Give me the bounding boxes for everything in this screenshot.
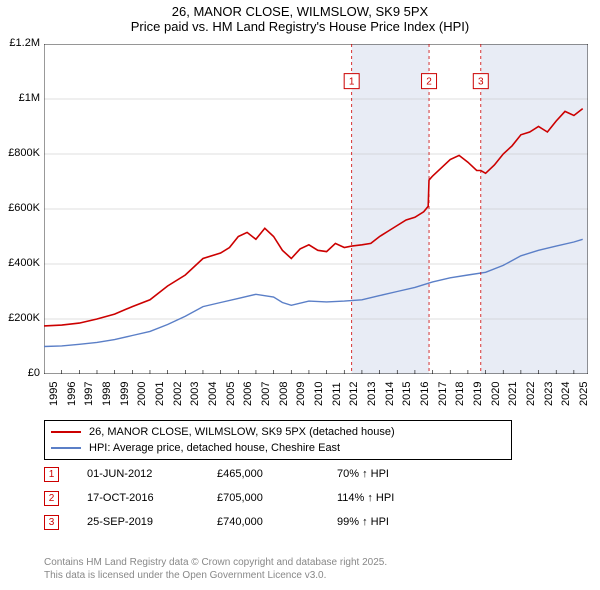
sale-marker-icon: 3 [44,515,59,530]
y-tick-label: £800K [0,147,40,159]
x-tick-label: 2025 [578,382,590,406]
sale-price: £740,000 [217,516,337,528]
x-tick-label: 2022 [525,382,537,406]
sale-price: £705,000 [217,492,337,504]
x-tick-label: 2001 [154,382,166,406]
legend: 26, MANOR CLOSE, WILMSLOW, SK9 5PX (deta… [44,420,512,460]
sale-marker-icon: 2 [44,491,59,506]
price-chart: 1 2 3 [44,44,588,374]
x-tick-label: 2013 [366,382,378,406]
x-tick-label: 2017 [437,382,449,406]
sale-row: 1 01-JUN-2012 £465,000 70% ↑ HPI [44,462,457,486]
address-title: 26, MANOR CLOSE, WILMSLOW, SK9 5PX [0,4,600,19]
y-tick-label: £1M [0,92,40,104]
x-tick-label: 2014 [384,382,396,406]
svg-text:2: 2 [426,77,432,88]
legend-swatch-hpi [51,447,81,449]
x-tick-label: 2003 [189,382,201,406]
attribution-line2: This data is licensed under the Open Gov… [44,569,387,582]
legend-label: 26, MANOR CLOSE, WILMSLOW, SK9 5PX (deta… [89,426,395,438]
subtitle: Price paid vs. HM Land Registry's House … [0,19,600,34]
sales-table: 1 01-JUN-2012 £465,000 70% ↑ HPI 2 17-OC… [44,462,457,534]
x-tick-label: 2010 [313,382,325,406]
legend-row: 26, MANOR CLOSE, WILMSLOW, SK9 5PX (deta… [51,424,505,440]
x-tick-label: 2020 [490,382,502,406]
x-tick-label: 2015 [401,382,413,406]
x-tick-label: 2021 [507,382,519,406]
attribution-line1: Contains HM Land Registry data © Crown c… [44,556,387,569]
legend-row: HPI: Average price, detached house, Ches… [51,440,505,456]
sale-hpi: 99% ↑ HPI [337,516,457,528]
y-tick-label: £400K [0,257,40,269]
x-tick-label: 2006 [242,382,254,406]
sale-row: 2 17-OCT-2016 £705,000 114% ↑ HPI [44,486,457,510]
x-tick-label: 2012 [348,382,360,406]
x-tick-label: 2008 [278,382,290,406]
x-tick-label: 2018 [454,382,466,406]
svg-text:1: 1 [349,77,355,88]
sale-row: 3 25-SEP-2019 £740,000 99% ↑ HPI [44,510,457,534]
x-tick-label: 2016 [419,382,431,406]
attribution: Contains HM Land Registry data © Crown c… [44,556,387,582]
x-tick-label: 2005 [225,382,237,406]
y-tick-label: £200K [0,312,40,324]
y-tick-label: £1.2M [0,37,40,49]
x-tick-label: 1998 [101,382,113,406]
sale-date: 17-OCT-2016 [87,492,217,504]
y-tick-label: £0 [0,367,40,379]
sale-price: £465,000 [217,468,337,480]
sale-date: 01-JUN-2012 [87,468,217,480]
x-tick-label: 2023 [543,382,555,406]
sale-hpi: 114% ↑ HPI [337,492,457,504]
sale-date: 25-SEP-2019 [87,516,217,528]
y-tick-label: £600K [0,202,40,214]
x-tick-label: 1996 [66,382,78,406]
x-tick-label: 1997 [83,382,95,406]
x-tick-label: 2002 [172,382,184,406]
sale-hpi: 70% ↑ HPI [337,468,457,480]
title-block: 26, MANOR CLOSE, WILMSLOW, SK9 5PX Price… [0,0,600,34]
x-tick-label: 2009 [295,382,307,406]
x-tick-label: 2011 [331,382,343,406]
x-tick-label: 2007 [260,382,272,406]
x-tick-label: 1995 [48,382,60,406]
sale-marker-icon: 1 [44,467,59,482]
legend-swatch-price [51,431,81,433]
x-tick-label: 2000 [136,382,148,406]
x-tick-label: 2004 [207,382,219,406]
svg-text:3: 3 [478,77,484,88]
legend-label: HPI: Average price, detached house, Ches… [89,442,340,454]
x-tick-label: 2019 [472,382,484,406]
x-tick-label: 1999 [119,382,131,406]
x-tick-label: 2024 [560,382,572,406]
